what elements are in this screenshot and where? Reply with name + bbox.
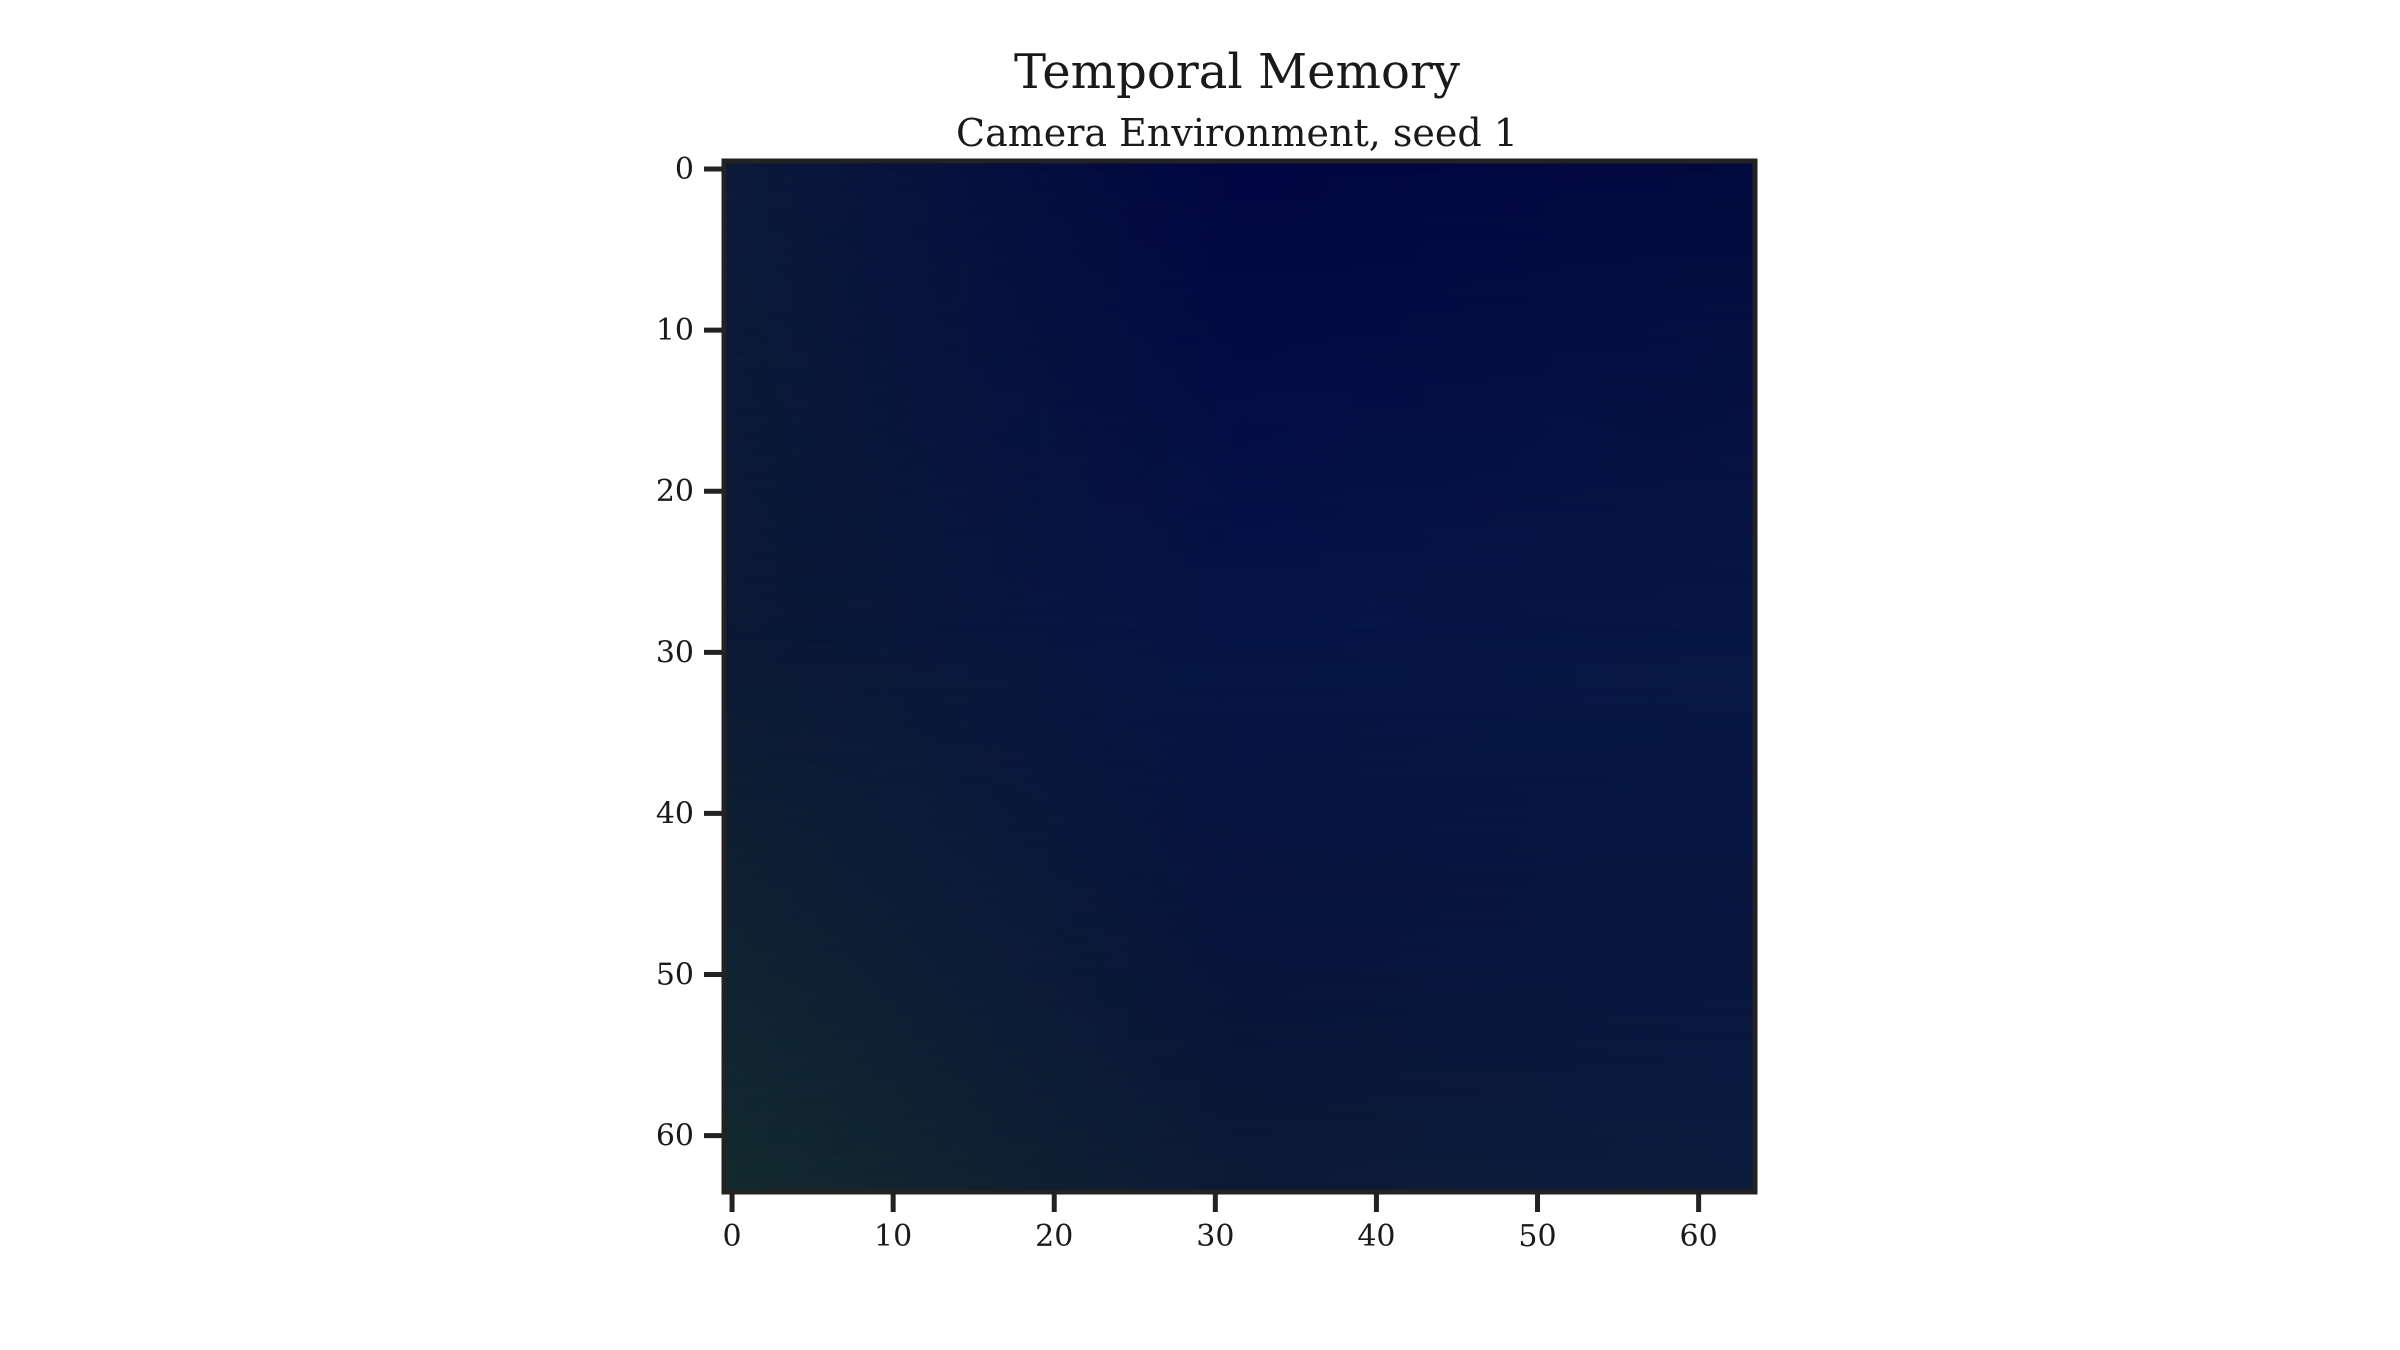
heatmap-image <box>724 161 1755 1192</box>
x-tick-label: 10 <box>874 1219 912 1254</box>
y-tick-label: 0 <box>675 152 694 187</box>
x-tick-label: 0 <box>723 1219 742 1254</box>
y-tick-label: 60 <box>656 1119 694 1154</box>
x-tick-label: 40 <box>1357 1219 1395 1254</box>
chart-title: Temporal Memory <box>1014 44 1460 100</box>
y-tick-label: 50 <box>656 958 694 993</box>
y-tick-label: 20 <box>656 474 694 509</box>
x-tick-label: 60 <box>1680 1219 1718 1254</box>
x-axis: 0 10 20 30 40 50 60 <box>723 1192 1718 1254</box>
y-axis: 0 10 20 30 40 50 60 <box>656 152 724 1154</box>
x-tick-label: 20 <box>1035 1219 1073 1254</box>
chart-subtitle: Camera Environment, seed 1 <box>956 111 1518 155</box>
x-tick-label: 50 <box>1518 1219 1556 1254</box>
y-tick-label: 30 <box>656 635 694 670</box>
axes-frame <box>721 158 1758 1195</box>
x-tick-label: 30 <box>1196 1219 1234 1254</box>
y-tick-label: 40 <box>656 796 694 831</box>
y-tick-label: 10 <box>656 313 694 348</box>
